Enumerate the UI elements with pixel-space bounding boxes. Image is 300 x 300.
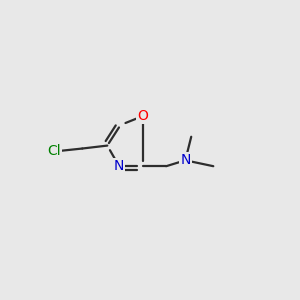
Text: O: O bbox=[137, 109, 148, 123]
Text: N: N bbox=[114, 159, 124, 173]
Text: N: N bbox=[180, 153, 190, 167]
Text: Cl: Cl bbox=[47, 145, 61, 158]
